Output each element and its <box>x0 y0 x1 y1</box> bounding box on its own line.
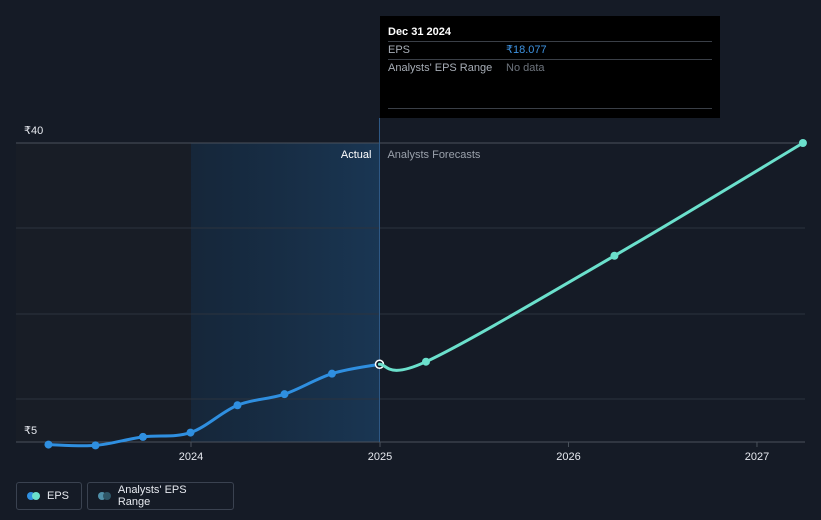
x-tick-label: 2025 <box>368 451 392 463</box>
x-tick-label: 2026 <box>556 451 580 463</box>
legend-range-label: Analysts' EPS Range <box>117 484 187 508</box>
y-tick-label-top: ₹40 <box>24 125 43 137</box>
legend-range-toggle[interactable]: Analysts' EPS Range <box>87 482 234 510</box>
actual-data-point <box>138 432 147 441</box>
hover-tooltip: Dec 31 2024 EPS ₹18.077 Analysts' EPS Ra… <box>380 16 720 118</box>
tooltip-eps-label: EPS <box>388 44 411 56</box>
actual-data-point <box>233 401 242 410</box>
tooltip-divider <box>388 108 712 109</box>
actual-data-point <box>186 428 195 437</box>
forecast-data-point <box>610 251 619 260</box>
tooltip-eps-row: EPS ₹18.077 <box>388 41 712 59</box>
actual-data-point <box>327 369 336 378</box>
actual-data-point <box>44 440 53 449</box>
forecast-data-point <box>421 357 430 366</box>
gridlines <box>16 118 805 447</box>
x-tick-label: 2024 <box>179 451 203 463</box>
chart-background <box>16 143 380 442</box>
past-region <box>16 143 191 442</box>
forecast-data-point <box>798 139 807 147</box>
tooltip-range-value: No data <box>506 62 545 74</box>
tooltip-date: Dec 31 2024 <box>388 26 451 38</box>
forecast-section-label: Analysts Forecasts <box>387 149 480 161</box>
tooltip-range-row: Analysts' EPS Range No data <box>388 59 712 77</box>
series <box>44 139 807 450</box>
legend-eps-toggle[interactable]: EPS <box>16 482 82 510</box>
tooltip-eps-value: ₹18.077 <box>506 44 547 56</box>
range-legend-icon <box>98 492 112 500</box>
actual-data-point <box>280 390 289 399</box>
forecast-eps-line <box>377 141 805 372</box>
actual-data-point <box>91 441 100 450</box>
legend-eps-label: EPS <box>46 490 69 502</box>
y-tick-label-bottom: ₹5 <box>24 425 37 437</box>
x-tick-label: 2027 <box>745 451 769 463</box>
eps-legend-icon <box>27 492 41 500</box>
tooltip-range-label: Analysts' EPS Range <box>388 62 493 74</box>
actual-section-label: Actual <box>341 149 372 161</box>
labels: 2024 2025 2026 2027 ₹40 ₹5 Actual Analysts Fore… <box>24 125 769 463</box>
